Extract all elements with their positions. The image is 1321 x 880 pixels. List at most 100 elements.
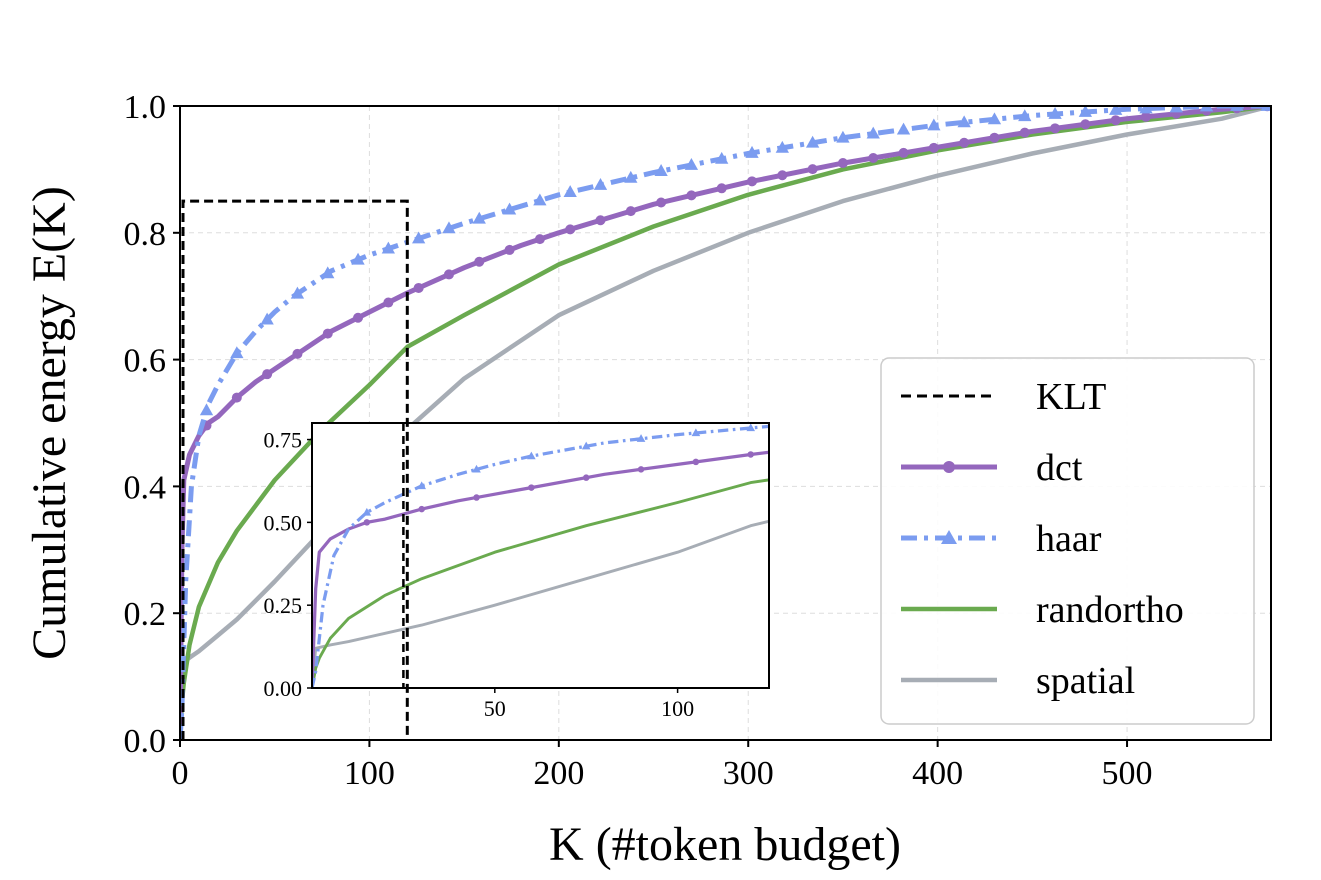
main-haar-marker: [896, 122, 911, 135]
inset-x-tick-label: 50: [484, 696, 506, 721]
main-dct-marker: [989, 132, 1000, 143]
inset-frame: [311, 422, 770, 689]
legend-entry-KLT: KLT: [901, 376, 1106, 418]
main-haar-marker: [1139, 106, 1153, 114]
main-dct-marker: [959, 137, 970, 148]
main-dct-marker: [716, 183, 727, 194]
x-tick-label: 0: [172, 755, 189, 792]
x-axis-title: K (#token budget): [549, 818, 901, 871]
main-series-haar: [180, 106, 1271, 740]
main-dct-marker: [656, 197, 667, 208]
inset-x-tick-label: 100: [661, 696, 694, 721]
inset-haar-marker: [527, 451, 536, 460]
x-tick-label: 300: [723, 755, 774, 792]
main-haar-marker: [745, 145, 759, 158]
y-axis-title: Cumulative energy E(K): [23, 186, 76, 660]
main-haar-marker: [715, 151, 729, 164]
klt-box: [181, 199, 409, 740]
main-axes-frame: [179, 105, 1272, 741]
legend-label-KLT: KLT: [1036, 376, 1106, 418]
main-dct-marker: [868, 152, 879, 163]
main-haar-marker: [866, 126, 880, 139]
main-dct-marker: [383, 297, 394, 308]
inset-haar-marker: [636, 434, 646, 442]
main-haar-marker: [412, 231, 426, 244]
inset-panel: 50 100 0.00 0.25 0.50 0.75: [264, 422, 770, 721]
main-haar-marker: [381, 241, 396, 254]
main-haar-marker: [927, 118, 941, 131]
legend: KLT dct haar randortho spatial: [880, 357, 1255, 725]
main-dct-marker: [1050, 123, 1061, 134]
inset-y-tick-label: 0.00: [264, 676, 303, 701]
inset-y-tick-label: 0.75: [264, 428, 303, 453]
main-dct-marker: [443, 269, 454, 280]
main-series-randortho: [180, 106, 1271, 740]
main-haar-marker: [805, 135, 820, 148]
legend-entry-dct: dct: [901, 447, 1083, 489]
inset-haar-marker: [691, 428, 701, 437]
inset-haar-marker: [581, 441, 591, 450]
main-haar-marker: [321, 266, 335, 279]
y-tick-label: 1.0: [124, 89, 167, 126]
inset-dct-marker: [692, 458, 700, 466]
main-axis-ticks: 0 100 200 300 400 500 0.0 0.2 0.4 0.6 0.8 1.0: [124, 89, 1153, 792]
klt-box-outline: [181, 199, 409, 740]
main-dct-marker: [777, 170, 788, 181]
main-haar-marker: [987, 112, 1002, 125]
main-haar-marker: [502, 202, 517, 215]
legend-frame: [880, 357, 1255, 725]
main-plot-area: [180, 106, 1271, 740]
main-haar-marker: [775, 140, 789, 153]
inset-axis-ticks: 50 100 0.00 0.25 0.50 0.75: [264, 428, 695, 721]
main-dct-marker: [747, 176, 758, 187]
main-haar-marker: [290, 286, 305, 299]
main-dct-marker: [837, 158, 848, 169]
main-dct-marker: [504, 244, 515, 255]
inset-series-spatial: [312, 519, 769, 688]
y-tick-label: 0.2: [124, 596, 167, 633]
inset-haar-marker: [746, 423, 756, 432]
main-dct-marker: [686, 190, 697, 201]
legend-entry-spatial: spatial: [901, 660, 1135, 702]
legend-label-dct: dct: [1036, 447, 1083, 489]
main-haar-marker: [1048, 106, 1062, 119]
x-tick-label: 400: [912, 755, 963, 792]
main-haar-marker: [1078, 106, 1093, 117]
inset-haar-marker: [472, 464, 481, 473]
legend-label-haar: haar: [1036, 518, 1102, 560]
main-haar-marker: [1199, 106, 1214, 112]
main-dct-marker: [565, 224, 576, 235]
main-dct-marker: [807, 164, 818, 175]
main-dct-marker: [474, 256, 485, 267]
main-haar-marker: [1260, 106, 1271, 111]
inset-background: [312, 423, 769, 688]
inset-dct-marker: [582, 474, 590, 481]
legend-marker-dct: [943, 461, 955, 473]
x-tick-label: 100: [344, 755, 395, 792]
inset-series-haar: [312, 424, 769, 688]
main-dct-marker: [353, 312, 364, 323]
main-dct-marker: [625, 206, 636, 217]
main-haar-marker: [1018, 109, 1032, 122]
main-haar-marker: [472, 211, 486, 224]
main-haar-marker: [199, 403, 214, 416]
main-dct-marker: [262, 369, 273, 380]
main-dct-marker: [231, 392, 242, 403]
main-haar-marker: [563, 185, 577, 197]
main-series-spatial: [180, 106, 1271, 740]
main-haar-marker: [1169, 106, 1183, 113]
main-dct-marker: [1140, 111, 1151, 122]
main-haar-marker: [230, 346, 244, 359]
inset-dct-marker: [363, 519, 371, 526]
inset-haar-marker: [417, 481, 427, 490]
inset-plot-area: [312, 423, 769, 688]
main-haar-marker: [957, 115, 971, 128]
y-tick-label: 0.4: [124, 469, 167, 506]
inset-dct-marker: [637, 466, 645, 473]
main-haar-marker: [260, 312, 274, 325]
main-dct-marker: [595, 215, 606, 226]
inset-dct-marker: [418, 505, 425, 513]
inset-dct-marker: [747, 451, 754, 458]
legend-label-spatial: spatial: [1036, 660, 1135, 702]
